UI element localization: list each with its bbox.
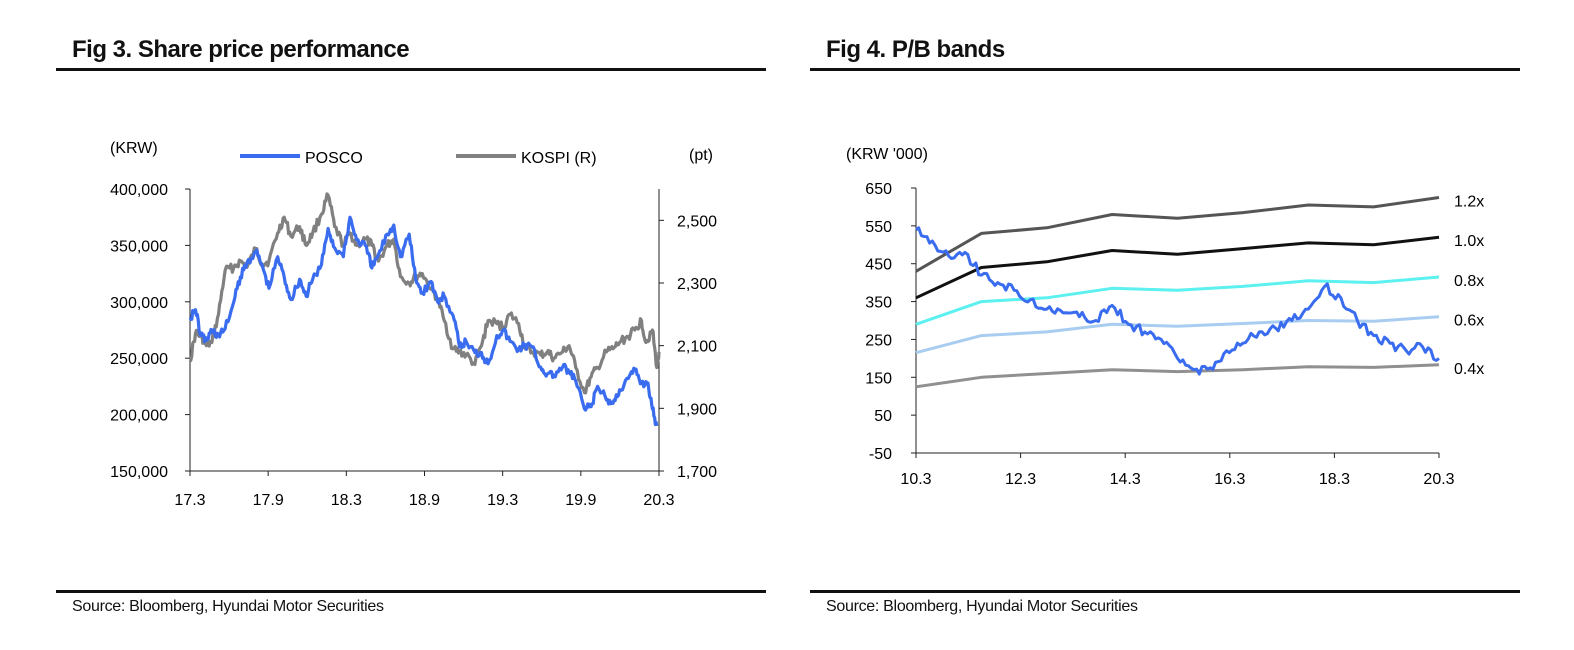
fig3-bottom-rule [56, 590, 766, 593]
x-tick-label: 20.3 [1423, 471, 1454, 488]
left-y-tick-label: 250,000 [110, 351, 168, 368]
left-y-tick-label: 300,000 [110, 295, 168, 312]
band-0-4x-label: 0.4x [1454, 361, 1484, 378]
band-0-8x-line [915, 275, 1440, 326]
chart2-axes: 650 550 450 350 250 150 50 -50 10.3 12.3 14.3 16.3 1… [846, 146, 1455, 488]
left-y-tick-label: 400,000 [110, 182, 168, 199]
x-tick-label: 18.3 [331, 492, 362, 509]
fig4-title: Fig 4. P/B bands [826, 36, 1005, 63]
kospi-r-legend-label: KOSPI (R) [521, 150, 597, 167]
y-tick-label: 350 [865, 295, 892, 312]
chart1-axes: 400,000 350,000 300,000 250,000 200,000 150,0… [110, 140, 717, 509]
y-axis-unit: (KRW '000) [846, 146, 928, 163]
posco-legend-label: POSCO [305, 150, 363, 167]
y-tick-label: 650 [865, 181, 892, 198]
fig4-bottom-rule [810, 590, 1520, 593]
posco-price-line [915, 226, 1440, 376]
x-tick-label: 12.3 [1005, 471, 1036, 488]
fig3-panel: Fig 3. Share price performance Source: B… [56, 0, 766, 650]
y-tick-label: 450 [865, 257, 892, 274]
fig3-source: Source: Bloomberg, Hyundai Motor Securit… [72, 598, 384, 615]
right-y-tick-label: 2,100 [677, 339, 717, 356]
y-tick-label: -50 [869, 446, 892, 463]
band-1-2x-line [915, 196, 1440, 273]
chart1-legend: POSCO KOSPI (R) [240, 150, 597, 167]
fig4-panel: Fig 4. P/B bands Source: Bloomberg, Hyun… [810, 0, 1520, 650]
x-tick-label: 16.3 [1214, 471, 1245, 488]
x-tick-label: 19.3 [487, 492, 518, 509]
left-axis-unit: (KRW) [110, 140, 158, 157]
band-0-6x-line [915, 315, 1440, 355]
x-tick-label: 14.3 [1110, 471, 1141, 488]
chart1-series [188, 192, 661, 427]
fig3-title: Fig 3. Share price performance [72, 36, 410, 63]
x-tick-label: 20.3 [643, 492, 674, 509]
y-tick-label: 250 [865, 332, 892, 349]
x-tick-label: 18.9 [409, 492, 440, 509]
band-1-0x-line [915, 235, 1440, 300]
chart2-series [915, 196, 1440, 389]
x-tick-label: 18.3 [1319, 471, 1350, 488]
right-y-tick-label: 1,900 [677, 401, 717, 418]
y-tick-label: 150 [865, 370, 892, 387]
left-y-tick-label: 350,000 [110, 238, 168, 255]
posco-line [188, 215, 659, 427]
x-tick-label: 17.9 [253, 492, 284, 509]
band-1-0x-label: 1.0x [1454, 233, 1484, 250]
right-axis-unit: (pt) [689, 147, 713, 164]
x-tick-label: 17.3 [174, 492, 205, 509]
band-0-4x-line [915, 363, 1440, 389]
chart2-band-labels: 0.4x 0.6x 0.8x 1.0x 1.2x [1454, 193, 1484, 377]
right-y-tick-label: 2,300 [677, 276, 717, 293]
right-y-tick-label: 1,700 [677, 464, 717, 481]
left-y-tick-label: 150,000 [110, 464, 168, 481]
fig3-top-rule [56, 68, 766, 71]
x-tick-label: 19.9 [565, 492, 596, 509]
fig4-source: Source: Bloomberg, Hyundai Motor Securit… [826, 598, 1138, 615]
y-tick-label: 50 [874, 408, 892, 425]
fig4-top-rule [810, 68, 1520, 71]
band-1-2x-label: 1.2x [1454, 193, 1484, 210]
left-y-tick-label: 200,000 [110, 408, 168, 425]
y-tick-label: 550 [865, 219, 892, 236]
right-y-tick-label: 2,500 [677, 213, 717, 230]
x-tick-label: 10.3 [900, 471, 931, 488]
band-0-6x-label: 0.6x [1454, 313, 1484, 330]
band-0-8x-label: 0.8x [1454, 273, 1484, 290]
